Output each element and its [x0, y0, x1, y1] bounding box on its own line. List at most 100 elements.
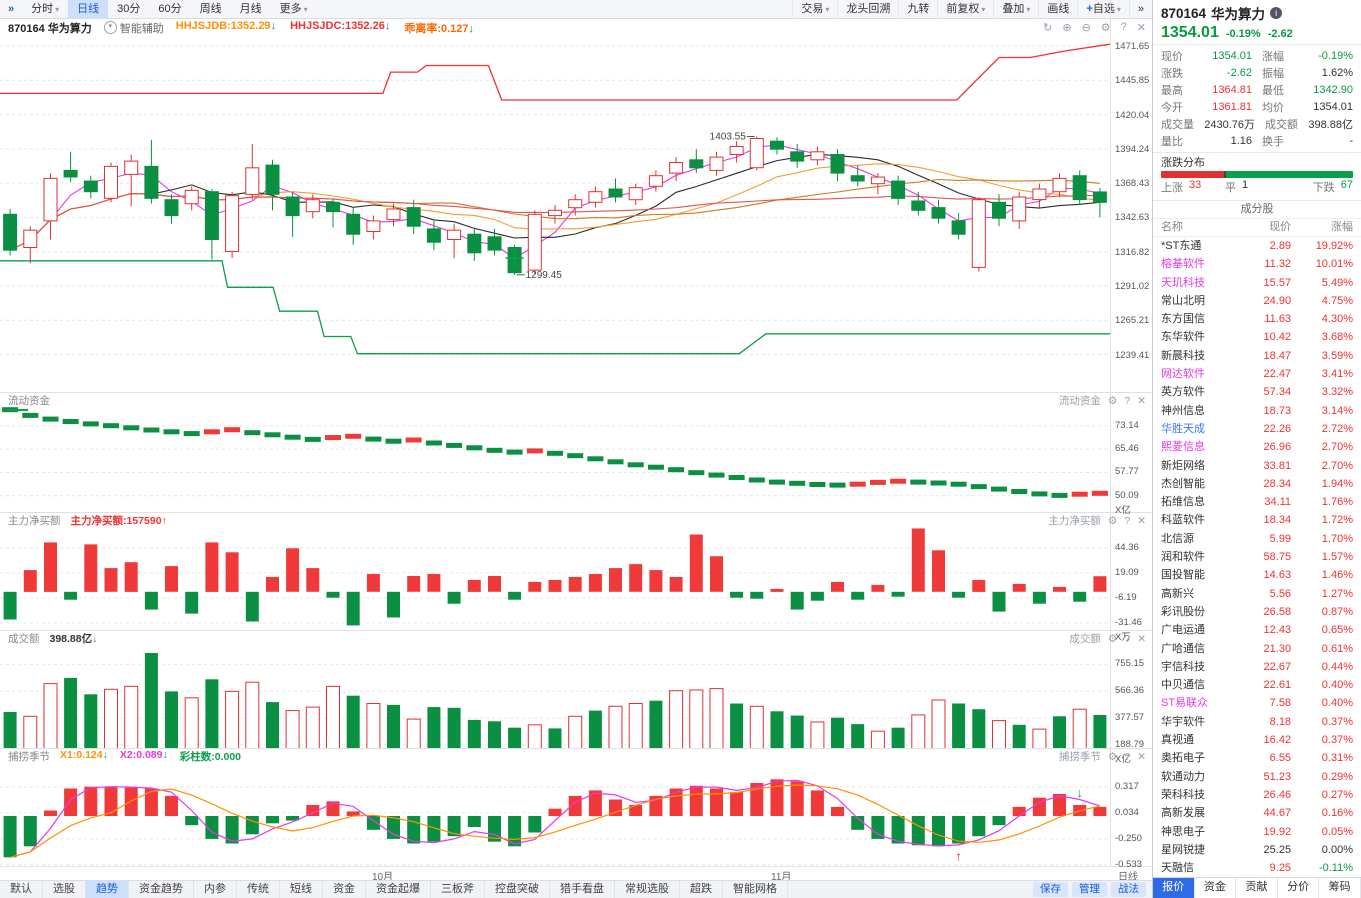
quote-tab-贡献[interactable]: 贡献	[1236, 878, 1278, 898]
strategy-tab-猎手看盘[interactable]: 猎手看盘	[550, 881, 615, 898]
help-icon[interactable]: ?	[1124, 514, 1131, 527]
strategy-tab-资金[interactable]: 资金	[323, 881, 366, 898]
liquid-funds-canvas[interactable]	[0, 393, 1110, 513]
zoom-out-icon[interactable]: ⊖	[1081, 22, 1091, 34]
constituent-row[interactable]: 东华软件 10.42 3.68%	[1153, 328, 1361, 346]
fishing-season-canvas[interactable]: ↑↓	[0, 749, 1110, 867]
strategy-tab-短线[interactable]: 短线	[280, 881, 323, 898]
info-icon[interactable]: i	[1270, 7, 1283, 19]
help-icon[interactable]: ?	[1124, 750, 1131, 763]
constituent-row[interactable]: 新晨科技 18.47 3.59%	[1153, 347, 1361, 365]
col-name[interactable]: 名称	[1161, 221, 1183, 233]
constituent-row[interactable]: 高新发展 44.67 0.16%	[1153, 804, 1361, 822]
period-tab-分时[interactable]: 分时 ▾	[31, 2, 60, 15]
strategy-tab-控盘突破[interactable]: 控盘突破	[485, 881, 550, 898]
constituent-row[interactable]: 软通动力 51.23 0.29%	[1153, 768, 1361, 786]
constituent-row[interactable]: 东方国信 11.63 4.30%	[1153, 310, 1361, 328]
constituent-row[interactable]: 熙菱信息 26.96 2.70%	[1153, 438, 1361, 456]
period-tab-月线[interactable]: 月线	[239, 2, 262, 15]
constituent-row[interactable]: 网达软件 22.47 3.41%	[1153, 365, 1361, 383]
constituent-row[interactable]: 高新兴 5.56 1.27%	[1153, 585, 1361, 603]
settings-icon[interactable]: ⚙	[1107, 750, 1118, 763]
main-kline-canvas[interactable]: 1403.55 1299.45	[0, 36, 1110, 392]
toolbar-collapse-icon[interactable]: »	[8, 3, 15, 15]
period-tab-日线[interactable]: 日线	[68, 0, 109, 19]
strategy-tab-选股[interactable]: 选股	[43, 881, 86, 898]
constituent-row[interactable]: 北信源 5.99 1.70%	[1153, 530, 1361, 548]
strategy-tab-趋势[interactable]: 趋势	[86, 881, 129, 898]
strategy-tab-常规选股[interactable]: 常规选股	[615, 881, 680, 898]
zoom-in-icon[interactable]: ⊕	[1062, 22, 1072, 34]
constituent-row[interactable]: 英方软件 57.34 3.32%	[1153, 383, 1361, 401]
tool-item-自选[interactable]: +自选 ▾	[1077, 0, 1128, 19]
action-button-管理[interactable]: 管理	[1072, 882, 1107, 897]
constituent-row[interactable]: 广哈通信 21.30 0.61%	[1153, 640, 1361, 658]
close-icon[interactable]: ✕	[1137, 632, 1146, 645]
constituent-row[interactable]: 荣科科技 26.46 0.27%	[1153, 786, 1361, 804]
strategy-tab-传统[interactable]: 传统	[237, 881, 280, 898]
action-button-战法[interactable]: 战法	[1111, 882, 1146, 897]
constituent-row[interactable]: 榕基软件 11.32 10.01%	[1153, 255, 1361, 273]
strategy-tab-默认[interactable]: 默认	[0, 881, 43, 898]
constituent-row[interactable]: 常山北明 24.90 4.75%	[1153, 292, 1361, 310]
constituent-row[interactable]: 真视通 16.42 0.37%	[1153, 731, 1361, 749]
help-icon[interactable]: ?	[1124, 394, 1131, 407]
constituent-row[interactable]: 拓维信息 34.11 1.76%	[1153, 493, 1361, 511]
panel-title-liquid-funds[interactable]: 流动资金	[8, 395, 50, 411]
strategy-tab-资金趋势[interactable]: 资金趋势	[129, 881, 194, 898]
constituent-row[interactable]: 神州信息 18.73 3.14%	[1153, 402, 1361, 420]
quote-tab-分价[interactable]: 分价	[1277, 878, 1320, 898]
constituent-row[interactable]: 广电运通 12.43 0.65%	[1153, 621, 1361, 639]
col-change[interactable]: 涨幅	[1331, 221, 1353, 233]
constituent-row[interactable]: 华胜天成 22.26 2.72%	[1153, 420, 1361, 438]
constituent-row[interactable]: 华宇软件 8.18 0.37%	[1153, 713, 1361, 731]
main-net-buy-canvas[interactable]	[0, 513, 1110, 631]
constituent-row[interactable]: 国投智能 14.63 1.46%	[1153, 566, 1361, 584]
constituent-row[interactable]: 宇信科技 22.67 0.44%	[1153, 658, 1361, 676]
panel-title-turnover[interactable]: 成交额	[8, 633, 40, 645]
refresh-icon[interactable]: ↻	[1043, 22, 1053, 34]
period-tab-更多[interactable]: 更多 ▾	[279, 2, 308, 15]
tool-item-龙头回溯[interactable]: 龙头回溯	[837, 0, 898, 19]
constituent-row[interactable]: 奥拓电子 6.55 0.31%	[1153, 749, 1361, 767]
tool-item-交易[interactable]: 交易 ▾	[792, 0, 837, 19]
help-icon[interactable]: ?	[1124, 632, 1131, 645]
tool-item-前复权[interactable]: 前复权 ▾	[937, 0, 993, 19]
constituent-row[interactable]: 彩讯股份 26.58 0.87%	[1153, 603, 1361, 621]
turnover-canvas[interactable]	[0, 631, 1110, 749]
action-button-保存[interactable]: 保存	[1033, 882, 1068, 897]
settings-icon[interactable]: ⚙	[1100, 22, 1111, 34]
tool-item-»[interactable]: »	[1128, 0, 1152, 19]
constituent-row[interactable]: 中贝通信 22.61 0.40%	[1153, 676, 1361, 694]
tool-item-画线[interactable]: 画线	[1038, 0, 1077, 19]
constituent-row[interactable]: 天融信 9.25 -0.11%	[1153, 859, 1361, 877]
constituent-row[interactable]: 星网锐捷 25.25 0.00%	[1153, 841, 1361, 859]
strategy-tab-资金起爆[interactable]: 资金起爆	[366, 881, 431, 898]
col-price[interactable]: 现价	[1269, 221, 1292, 233]
panel-title-fishing-season[interactable]: 捕捞季节	[8, 751, 50, 763]
constituent-row[interactable]: 润和软件 58.75 1.57%	[1153, 548, 1361, 566]
quote-tab-报价[interactable]: 报价	[1153, 878, 1195, 898]
constituent-row[interactable]: 天玑科技 15.57 5.49%	[1153, 274, 1361, 292]
tool-item-叠加[interactable]: 叠加 ▾	[993, 0, 1038, 19]
settings-icon[interactable]: ⚙	[1107, 632, 1118, 645]
tool-item-九转[interactable]: 九转	[898, 0, 937, 19]
settings-icon[interactable]: ⚙	[1107, 514, 1118, 527]
constituent-row[interactable]: 杰创智能 28.34 1.94%	[1153, 475, 1361, 493]
period-tab-60分[interactable]: 60分	[158, 2, 182, 15]
constituent-row[interactable]: 神思电子 19.92 0.05%	[1153, 823, 1361, 841]
constituent-row[interactable]: 新炬网络 33.81 2.70%	[1153, 457, 1361, 475]
strategy-tab-智能网格[interactable]: 智能网格	[723, 881, 788, 898]
quote-tab-筹码[interactable]: 筹码	[1319, 878, 1361, 898]
quote-tab-资金[interactable]: 资金	[1194, 878, 1237, 898]
close-icon[interactable]: ✕	[1137, 750, 1146, 763]
strategy-tab-内参[interactable]: 内参	[194, 881, 237, 898]
strategy-tab-超跌[interactable]: 超跌	[680, 881, 723, 898]
help-icon[interactable]: ?	[1120, 21, 1127, 33]
strategy-tab-三板斧[interactable]: 三板斧	[431, 881, 485, 898]
period-tab-周线[interactable]: 周线	[199, 2, 222, 15]
constituent-row[interactable]: *ST东通 2.89 19.92%	[1153, 237, 1361, 255]
settings-icon[interactable]: ⚙	[1107, 394, 1118, 407]
close-icon[interactable]: ✕	[1137, 514, 1146, 527]
smart-assist-toggle[interactable]: ▾ 智能辅助	[103, 20, 164, 36]
